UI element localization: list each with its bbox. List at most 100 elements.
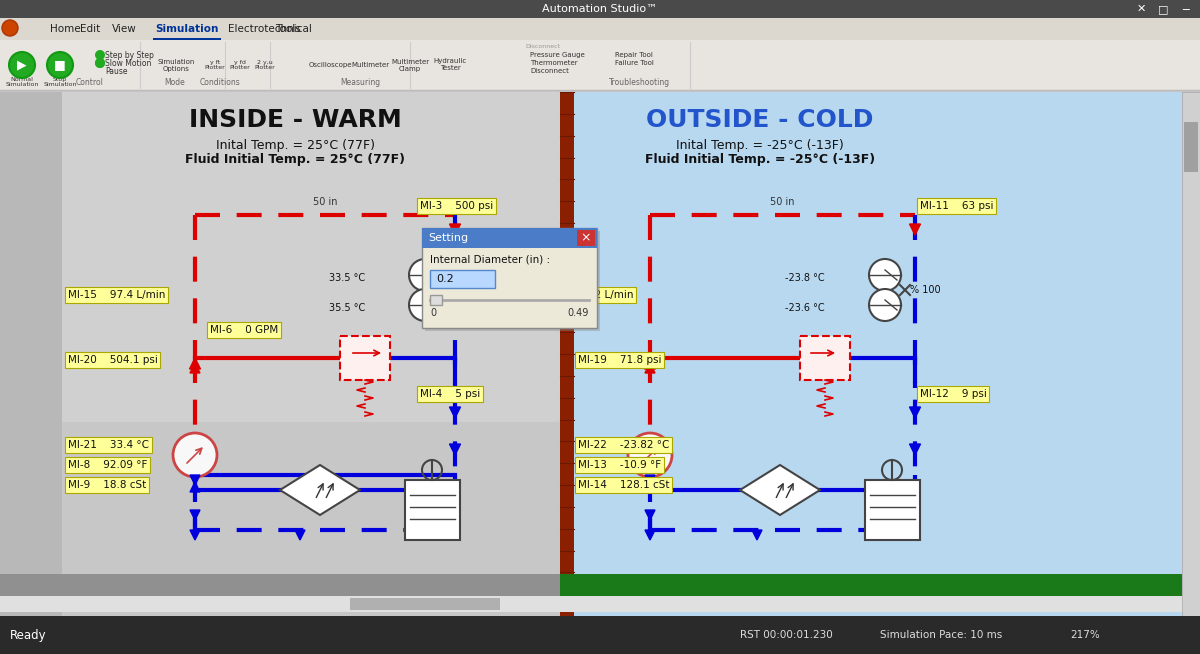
Text: ×: × xyxy=(581,232,592,245)
Text: Normal
Simulation: Normal Simulation xyxy=(5,77,38,88)
Polygon shape xyxy=(280,465,360,515)
Circle shape xyxy=(409,259,442,291)
Text: 98.2 L/min: 98.2 L/min xyxy=(578,290,634,300)
Polygon shape xyxy=(644,358,655,369)
Text: MI-22    -23.82 °C: MI-22 -23.82 °C xyxy=(578,440,670,450)
Text: Conditions: Conditions xyxy=(199,78,240,87)
Bar xyxy=(1184,122,1198,172)
Text: Thermometer: Thermometer xyxy=(530,60,577,66)
Text: y ft
Plotter: y ft Plotter xyxy=(205,60,226,71)
Bar xyxy=(1182,92,1200,634)
Text: Simulation
Options: Simulation Options xyxy=(157,58,194,71)
Text: -23.8 °C: -23.8 °C xyxy=(785,273,826,283)
Circle shape xyxy=(628,433,672,477)
Text: Home: Home xyxy=(50,24,80,34)
Polygon shape xyxy=(752,530,762,540)
Polygon shape xyxy=(295,530,305,540)
Text: MI-4    5 psi: MI-4 5 psi xyxy=(420,389,480,399)
Text: Oscilloscope: Oscilloscope xyxy=(308,62,352,68)
Text: -23.6 °C: -23.6 °C xyxy=(785,303,826,313)
Polygon shape xyxy=(190,510,200,520)
Polygon shape xyxy=(910,407,920,418)
Circle shape xyxy=(47,52,73,78)
Text: Fluid Initial Temp. = 25°C (77F): Fluid Initial Temp. = 25°C (77F) xyxy=(185,154,406,167)
Circle shape xyxy=(95,50,106,60)
Text: Failure Tool: Failure Tool xyxy=(616,60,654,66)
Bar xyxy=(0,574,560,596)
Text: Measuring: Measuring xyxy=(340,78,380,87)
Circle shape xyxy=(2,20,18,36)
Polygon shape xyxy=(190,363,200,373)
Text: MI-15    97.4 L/min: MI-15 97.4 L/min xyxy=(68,290,166,300)
Text: ■: ■ xyxy=(54,58,66,71)
Text: Step by Step: Step by Step xyxy=(106,50,154,60)
Text: Electrotechnical: Electrotechnical xyxy=(228,24,312,34)
Polygon shape xyxy=(646,530,655,540)
Text: MI-11    63 psi: MI-11 63 psi xyxy=(920,201,994,211)
Text: Control: Control xyxy=(76,78,104,87)
Bar xyxy=(154,38,221,40)
Text: 0.49: 0.49 xyxy=(568,308,589,318)
Text: Disconnect: Disconnect xyxy=(530,68,569,74)
Text: RST 00:00:01.230: RST 00:00:01.230 xyxy=(740,630,833,640)
Text: 50 in: 50 in xyxy=(769,197,794,207)
Polygon shape xyxy=(450,407,461,418)
Polygon shape xyxy=(910,224,920,235)
Bar xyxy=(0,18,1200,40)
Text: MI-21    33.4 °C: MI-21 33.4 °C xyxy=(68,440,149,450)
Text: 50 in: 50 in xyxy=(313,197,337,207)
Text: MI-14    128.1 cSt: MI-14 128.1 cSt xyxy=(578,480,670,490)
Circle shape xyxy=(10,52,35,78)
Text: Inital Temp. = -25°C (-13F): Inital Temp. = -25°C (-13F) xyxy=(676,139,844,152)
Polygon shape xyxy=(646,363,655,373)
Bar xyxy=(865,480,920,540)
Text: Fluid Initial Temp. = -25°C (-13F): Fluid Initial Temp. = -25°C (-13F) xyxy=(644,154,875,167)
Bar xyxy=(560,92,574,626)
Bar xyxy=(350,598,500,610)
Text: Edit: Edit xyxy=(80,24,101,34)
Text: ▶: ▶ xyxy=(17,58,26,71)
Text: MI-19    71.8 psi: MI-19 71.8 psi xyxy=(578,355,661,365)
Text: 0.2: 0.2 xyxy=(436,274,454,284)
Text: Pressure Gauge: Pressure Gauge xyxy=(530,52,584,58)
Text: □: □ xyxy=(1158,4,1169,14)
Bar xyxy=(574,92,1182,626)
Bar xyxy=(340,336,390,380)
Bar xyxy=(800,336,850,380)
Circle shape xyxy=(95,58,106,68)
Text: Multimeter: Multimeter xyxy=(350,62,389,68)
Text: Hydraulic
Tester: Hydraulic Tester xyxy=(433,58,467,71)
Circle shape xyxy=(869,289,901,321)
Text: View: View xyxy=(112,24,137,34)
Bar xyxy=(425,231,600,331)
Polygon shape xyxy=(740,465,820,515)
Text: MI-6    0 GPM: MI-6 0 GPM xyxy=(210,325,278,335)
Text: INSIDE - WARM: INSIDE - WARM xyxy=(188,108,401,132)
Text: Ready: Ready xyxy=(10,628,47,642)
Polygon shape xyxy=(190,530,200,540)
Circle shape xyxy=(173,433,217,477)
Text: MI-20    504.1 psi: MI-20 504.1 psi xyxy=(68,355,158,365)
Bar xyxy=(0,0,1200,18)
Text: Setting: Setting xyxy=(428,233,468,243)
Polygon shape xyxy=(910,444,920,455)
Polygon shape xyxy=(190,475,200,485)
Text: Repair Tool: Repair Tool xyxy=(616,52,653,58)
Bar xyxy=(422,228,598,248)
Bar xyxy=(0,616,1200,654)
Text: Internal Diameter (in) :: Internal Diameter (in) : xyxy=(430,255,550,265)
Circle shape xyxy=(869,259,901,291)
Text: 217%: 217% xyxy=(1070,630,1099,640)
Text: MI-9    18.8 cSt: MI-9 18.8 cSt xyxy=(68,480,146,490)
Text: % 100: % 100 xyxy=(910,285,941,295)
Text: OUTSIDE - COLD: OUTSIDE - COLD xyxy=(647,108,874,132)
Text: Mode: Mode xyxy=(164,78,185,87)
Text: Multimeter
Clamp: Multimeter Clamp xyxy=(391,58,430,71)
Bar xyxy=(0,92,1200,654)
Bar xyxy=(430,295,442,305)
Text: Stop
Simulation: Stop Simulation xyxy=(43,77,77,88)
Text: % 16.6: % 16.6 xyxy=(450,285,484,295)
Bar xyxy=(406,480,460,540)
Text: MI-8    92.09 °F: MI-8 92.09 °F xyxy=(68,460,148,470)
Text: MI-13    -10.9 °F: MI-13 -10.9 °F xyxy=(578,460,661,470)
